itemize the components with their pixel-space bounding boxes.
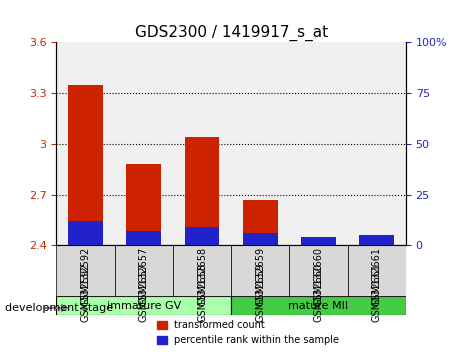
Bar (231, 296, 406, 315)
Title: GDS2300 / 1419917_s_at: GDS2300 / 1419917_s_at (134, 25, 328, 41)
Bar (68, 85, 103, 245)
Bar (359, 235, 394, 245)
Bar (243, 200, 278, 245)
Text: GSM132661: GSM132661 (372, 263, 382, 322)
Text: immature GV: immature GV (106, 301, 181, 311)
Bar (68, 221, 103, 245)
Text: development stage: development stage (5, 303, 113, 313)
Bar (56, 296, 231, 315)
Bar (290, 245, 348, 296)
Text: GSM132659: GSM132659 (255, 263, 265, 322)
Text: GSM132658: GSM132658 (197, 246, 207, 306)
Bar (243, 233, 278, 245)
Text: GSM132660: GSM132660 (313, 263, 323, 322)
Bar (231, 245, 290, 296)
Bar (184, 137, 220, 245)
Bar (184, 227, 220, 245)
Text: GSM132592: GSM132592 (80, 246, 91, 306)
Text: GSM132658: GSM132658 (197, 263, 207, 322)
Text: GSM132660: GSM132660 (313, 246, 323, 306)
Text: GSM132657: GSM132657 (139, 246, 149, 306)
Bar (126, 231, 161, 245)
Bar (56, 245, 115, 296)
Text: GSM132659: GSM132659 (255, 246, 265, 306)
Bar (173, 245, 231, 296)
Text: GSM132657: GSM132657 (139, 263, 149, 322)
Bar (348, 245, 406, 296)
Bar (301, 237, 336, 245)
Bar (115, 245, 173, 296)
Text: GSM132592: GSM132592 (80, 263, 91, 322)
Bar (126, 164, 161, 245)
Legend: transformed count, percentile rank within the sample: transformed count, percentile rank withi… (153, 316, 343, 349)
Text: mature MII: mature MII (289, 301, 349, 311)
Text: GSM132661: GSM132661 (372, 246, 382, 306)
Bar (359, 242, 394, 245)
